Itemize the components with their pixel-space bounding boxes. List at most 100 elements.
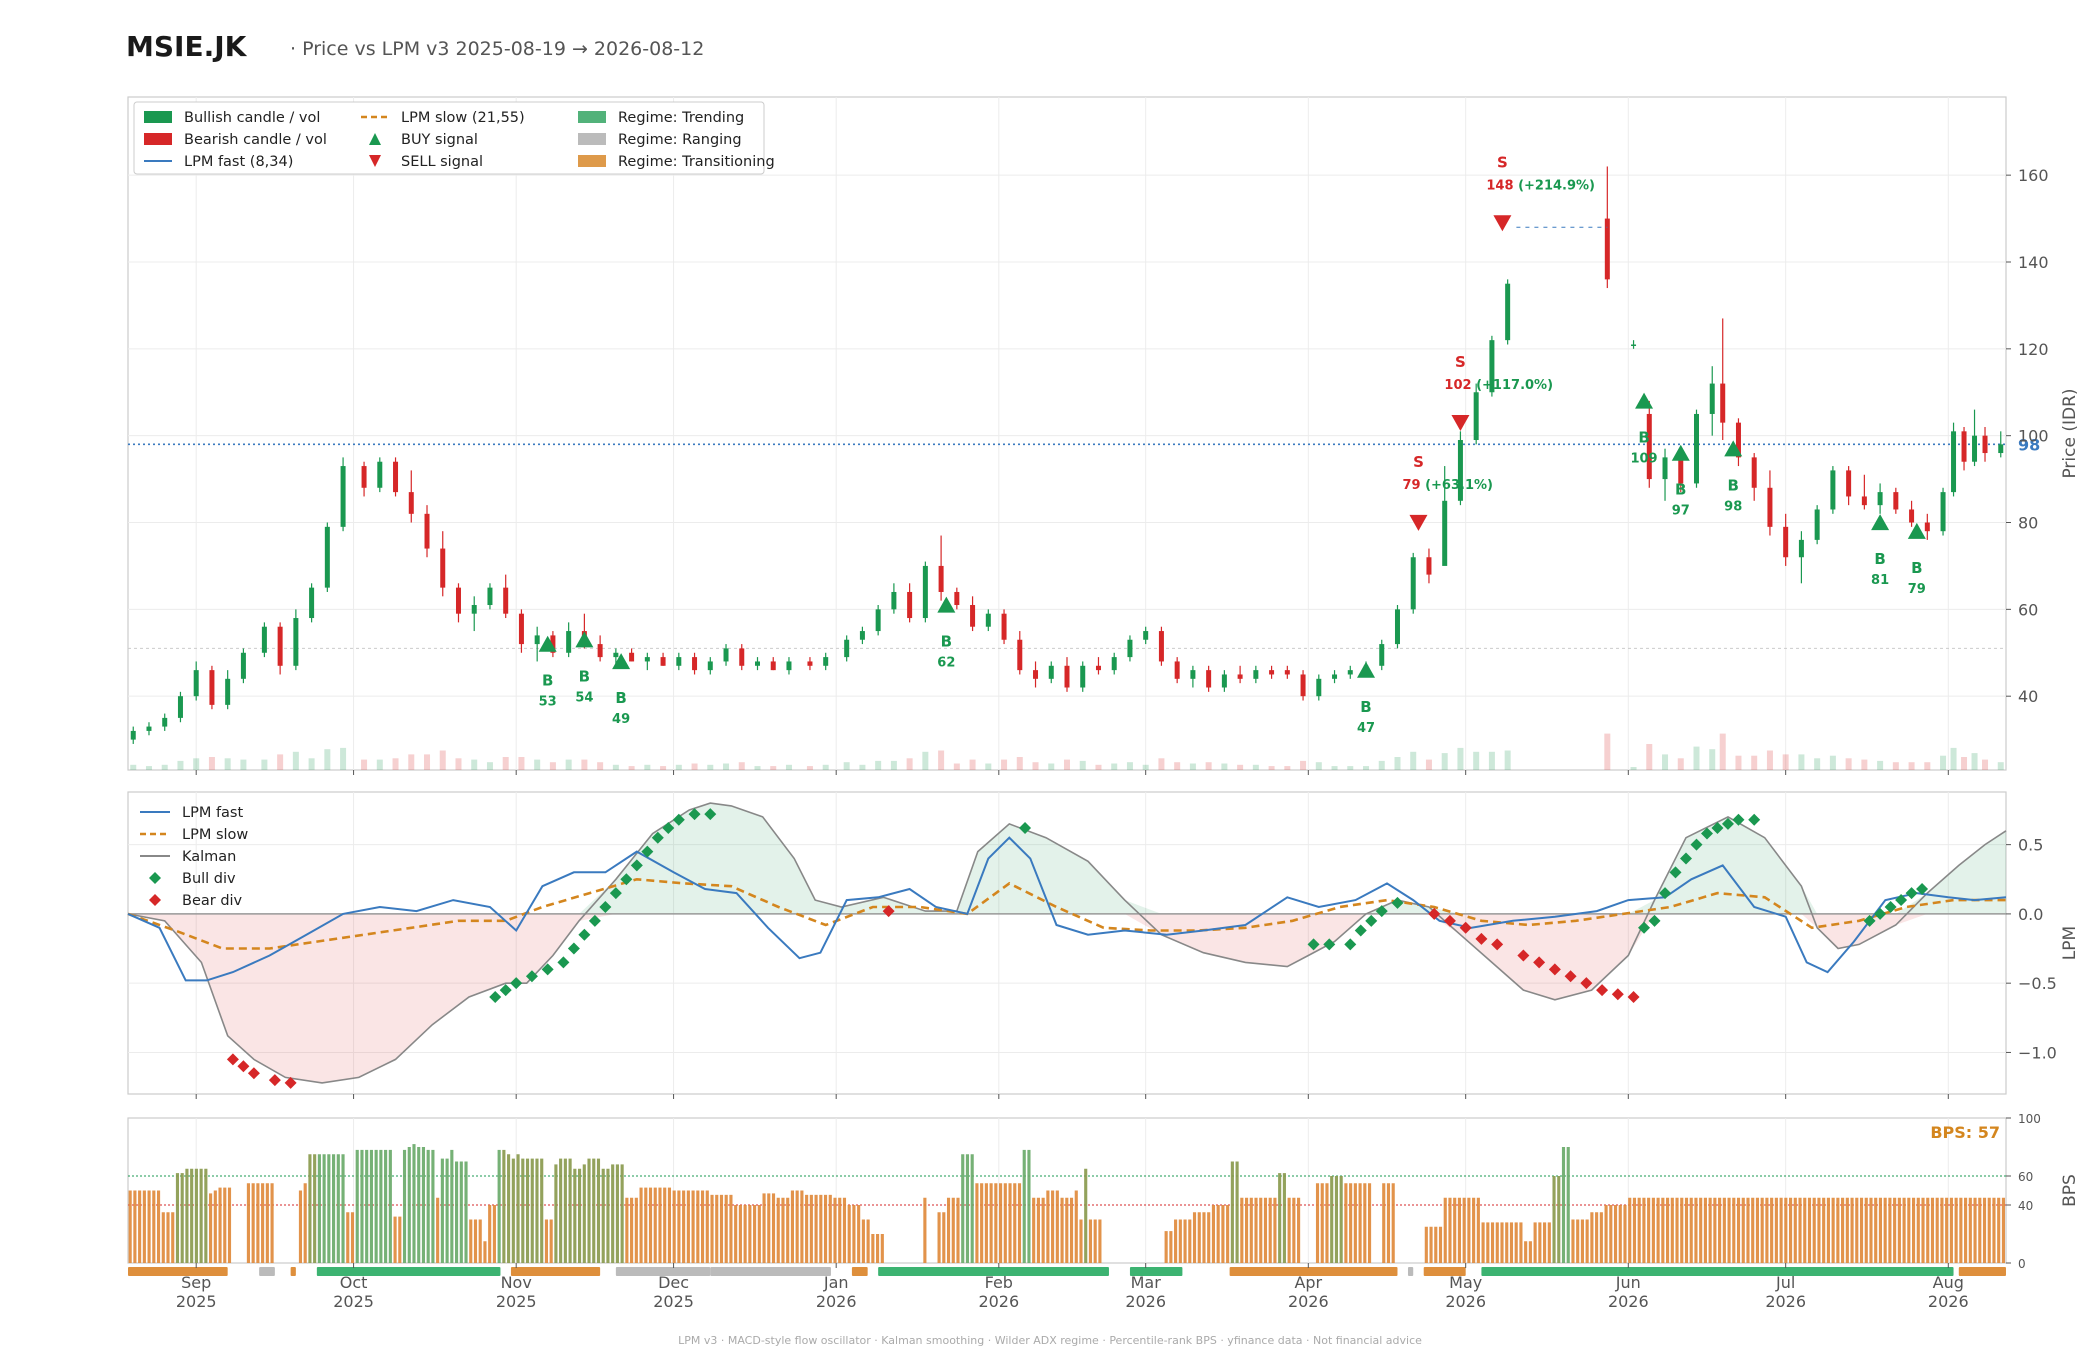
volume-bar [985,763,992,770]
price-y-tick-label: 40 [2018,687,2038,706]
bps-bar [1481,1222,1485,1263]
volume-bar [1032,762,1039,770]
volume-bar [660,766,667,770]
candle-body [1924,522,1930,532]
bps-bar [942,1212,946,1263]
bps-bar [1978,1197,1982,1263]
volume-bar [1861,759,1868,770]
x-tick-year: 2025 [176,1292,217,1311]
candle-body [1909,509,1915,523]
candle-body [970,605,976,627]
volume-bar [723,763,730,770]
bps-bar [719,1194,724,1263]
bps-bar [800,1190,804,1263]
x-tick-year: 2026 [1928,1292,1969,1311]
bear-div-marker [1459,921,1472,934]
bps-bar [1831,1197,1835,1263]
volume-bar [1735,755,1742,770]
bps-bar [1174,1219,1178,1263]
legend-label: SELL signal [401,154,483,170]
bull-div-marker [609,887,622,900]
x-tick-label: Aug [1933,1273,1964,1292]
candle-body [770,661,776,671]
candle-body [225,678,231,705]
bps-bar [341,1154,345,1263]
bps-bar [1533,1222,1537,1263]
bull-div-marker [1711,822,1724,835]
volume-bar [1158,758,1165,770]
x-tick-label: May [1449,1273,1482,1292]
legend-swatch [149,894,161,906]
volume-bar [486,762,493,770]
bps-bar [861,1219,865,1263]
candle-body [324,526,330,588]
candle-body [1693,413,1699,484]
bull-div-marker [662,822,675,835]
lpm-fast-line [127,836,2007,982]
bps-bar [483,1241,487,1263]
candle-body [1893,492,1899,510]
bps-bar [563,1158,567,1263]
regime-strip-segment [128,1267,228,1276]
volume-bar [1205,762,1212,770]
sell-signal-letter: S [1497,153,1508,171]
bull-div-marker [1748,813,1761,826]
bps-bar [1736,1197,1741,1263]
bps-bar [445,1158,449,1263]
candle-body [1379,644,1385,666]
buy-signal-letter: B [615,689,626,707]
bps-bar [1666,1197,1670,1263]
bps-bar [180,1173,184,1263]
bps-bar [823,1194,828,1263]
bps-bar [1226,1205,1230,1263]
bps-bar [658,1187,662,1263]
bps-panel: BPS: 57 [128,1123,2006,1276]
x-tick-year: 2026 [1608,1292,1649,1311]
bull-div-marker [578,928,591,941]
bps-bar [1490,1222,1495,1263]
bps-bar [436,1197,440,1263]
volume-bar [1268,766,1275,770]
bull-div-marker [651,831,664,844]
price-panel: 98 B 53 B 54 B 49 B 62 B 47 B 109 B 97 B 98 B 81 B 79 S 79 (+6… [128,153,2040,770]
bull-div-marker [1659,887,1672,900]
buy-signal-letter: B [1874,550,1885,568]
volume-bar [1604,733,1611,770]
bps-bar [596,1158,601,1263]
candle-body [408,492,414,514]
price-y-tick-label: 80 [2018,514,2038,533]
price-y-tick-label: 60 [2018,600,2038,619]
regime-strip-segment [615,1267,711,1276]
bull-div-marker [1669,866,1682,879]
volume-bar [340,747,347,770]
candle-body [1709,383,1715,414]
legend-label: Regime: Ranging [618,132,742,148]
volume-bar [1630,767,1637,770]
bps-bar [734,1205,738,1263]
bull-div-marker [510,977,523,990]
volume-bar [738,762,745,770]
bps-bar [1249,1197,1253,1263]
bps-bar [1254,1197,1258,1263]
bps-bar [814,1194,818,1263]
x-tick-label: Apr [1294,1273,1322,1292]
bps-bar [1916,1197,1920,1263]
bps-bar [587,1158,591,1263]
candle-body [1394,609,1400,645]
volume-bar [277,754,284,770]
volume-bar [424,754,431,770]
bps-bar [525,1158,530,1263]
volume-bar [1001,759,1008,770]
bps-bar [1363,1183,1367,1263]
bps-bar [554,1164,558,1263]
candle-body [1678,457,1684,484]
x-tick-label: Feb [985,1273,1013,1292]
buy-signal-price: 53 [539,695,557,710]
bps-bar [715,1194,719,1263]
lpm-panel [127,802,2007,1089]
volume-bar [1766,750,1773,770]
volume-bar [361,759,368,770]
bear-div-marker [1443,914,1456,927]
lpm-y-tick-label: −1.0 [2018,1043,2057,1062]
bps-bar [1803,1197,1807,1263]
